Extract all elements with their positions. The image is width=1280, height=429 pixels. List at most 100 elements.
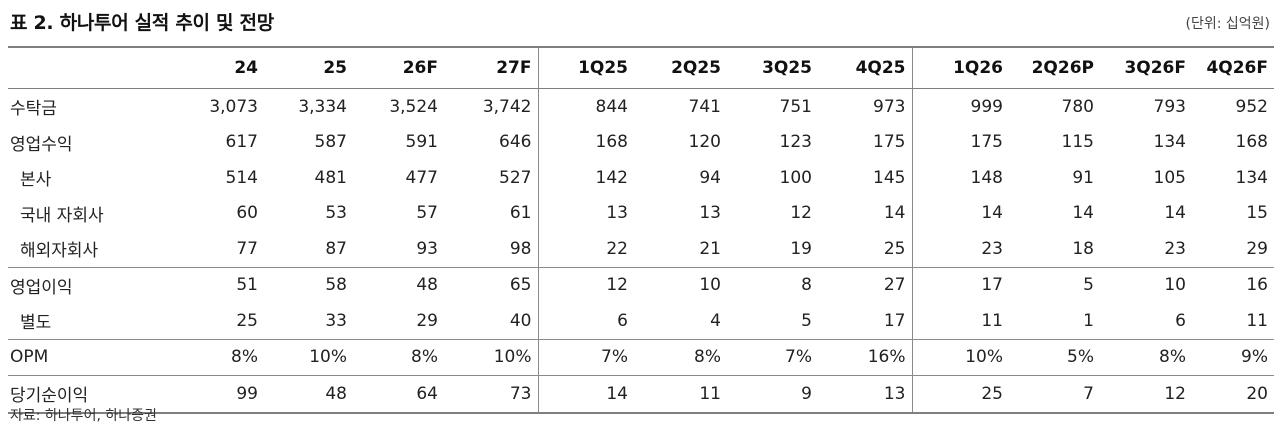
table-cell: 134 (1235, 167, 1268, 188)
table-cell: 11 (1246, 310, 1268, 331)
column-header: 26F (353, 46, 444, 89)
table-title: 표 2. 하나투어 실적 추이 및 전망 (10, 12, 274, 34)
table-cell: 3,073 (209, 96, 258, 117)
table-cell: 514 (225, 167, 258, 188)
table-cell: 10% (444, 338, 539, 376)
column-header: 1Q26 (912, 46, 1009, 89)
header-row: 24 25 26F 27F 1Q25 2Q25 3Q25 4Q25 1Q26 2… (8, 46, 1274, 89)
table-cell: 11 (634, 375, 727, 414)
table-cell: 73 (444, 375, 539, 414)
row-label: OPM (8, 338, 168, 376)
table-cell: 91 (1072, 167, 1094, 188)
table-cell: 175 (818, 124, 913, 160)
table-cell: 21 (699, 238, 721, 259)
table-cell: 100 (779, 167, 812, 188)
table-cell: 14 (818, 195, 913, 231)
table-cell: 77 (236, 238, 258, 259)
table-cell: 3,742 (444, 88, 539, 125)
table-cell: 11 (981, 310, 1003, 331)
table-row: 별도 25 33 29 40 6 4 5 17 11 1 6 11 (8, 303, 1274, 339)
table-row: OPM 8% 10% 8% 10% 7% 8% 7% 16% 10% 5% 8%… (8, 338, 1274, 376)
table-cell: 844 (595, 96, 628, 117)
table-cell: 23 (1164, 238, 1186, 259)
table-cell: 780 (1061, 96, 1094, 117)
table-cell: 148 (970, 167, 1003, 188)
table-cell: 10% (264, 338, 353, 376)
table-cell: 793 (1153, 96, 1186, 117)
table-cell: 29 (1246, 238, 1268, 259)
table-cell: 115 (1061, 132, 1094, 153)
table-cell: 99 (168, 375, 264, 414)
financial-table: 24 25 26F 27F 1Q25 2Q25 3Q25 4Q25 1Q26 2… (8, 46, 1274, 414)
table-cell: 48 (353, 266, 444, 303)
row-label: 영업이익 (8, 266, 168, 303)
table-cell: 617 (225, 132, 258, 153)
table-cell: 145 (818, 160, 913, 196)
table-cell: 12 (538, 266, 634, 303)
row-label: 해외자회사 (20, 241, 99, 262)
table-cell: 14 (538, 375, 634, 414)
table-cell: 646 (444, 124, 539, 160)
table-cell: 3,524 (389, 96, 438, 117)
table-cell: 25 (236, 310, 258, 331)
table-cell: 7% (727, 338, 818, 376)
table-cell: 175 (970, 132, 1003, 153)
table-cell: 7% (538, 338, 634, 376)
unit-note: (단위: 십억원) (1185, 16, 1271, 32)
row-label: 본사 (20, 170, 52, 191)
table-cell: 20 (1192, 375, 1274, 414)
table-cell: 58 (264, 266, 353, 303)
table-cell: 13 (699, 203, 721, 224)
source-note: 자료: 하나투어, 하나증권 (10, 408, 157, 424)
table-cell: 5 (1009, 266, 1100, 303)
table-cell: 8% (634, 338, 727, 376)
table-cell: 481 (314, 167, 347, 188)
table-cell: 64 (353, 375, 444, 414)
table-cell: 5 (801, 310, 812, 331)
table-cell: 8% (353, 338, 444, 376)
table-cell: 134 (1153, 132, 1186, 153)
table-cell: 10% (912, 338, 1009, 376)
table-cell: 6 (1175, 310, 1186, 331)
table-cell: 29 (416, 310, 438, 331)
row-label: 별도 (20, 313, 52, 334)
table-cell: 12 (1100, 375, 1192, 414)
table-cell: 10 (1100, 266, 1192, 303)
table-cell: 12 (790, 203, 812, 224)
table-cell: 477 (405, 167, 438, 188)
table-row: 영업수익 617 587 591 646 168 120 123 175 175… (8, 124, 1274, 160)
table-cell: 142 (595, 167, 628, 188)
table-cell: 23 (981, 238, 1003, 259)
table-cell: 15 (1246, 203, 1268, 224)
table-cell: 87 (325, 238, 347, 259)
table-cell: 51 (168, 266, 264, 303)
table-cell: 8% (1100, 338, 1192, 376)
table-cell: 5% (1009, 338, 1100, 376)
table-cell: 168 (595, 132, 628, 153)
table-cell: 98 (444, 231, 539, 267)
table-row: 당기순이익 99 48 64 73 14 11 9 13 25 7 12 20 (8, 375, 1274, 414)
table-cell: 9% (1192, 338, 1274, 376)
table-cell: 60 (236, 203, 258, 224)
table-cell: 18 (1072, 238, 1094, 259)
column-header: 27F (444, 46, 539, 89)
table-cell: 19 (790, 238, 812, 259)
table-cell: 17 (818, 303, 913, 339)
column-header: 2Q25 (634, 46, 727, 89)
table-cell: 168 (1235, 132, 1268, 153)
table-cell: 3,334 (298, 96, 347, 117)
table-cell: 10 (634, 266, 727, 303)
table-cell: 1 (1083, 310, 1094, 331)
table-cell: 25 (912, 375, 1009, 414)
table-cell: 591 (405, 132, 438, 153)
table-cell: 13 (818, 375, 913, 414)
table-row: 본사 514 481 477 527 142 94 100 145 148 91… (8, 160, 1274, 196)
table-cell: 14 (1072, 203, 1094, 224)
table-cell: 587 (314, 132, 347, 153)
table-cell: 13 (606, 203, 628, 224)
table-cell: 4 (710, 310, 721, 331)
table-cell: 120 (688, 132, 721, 153)
table-cell: 53 (325, 203, 347, 224)
table-cell: 952 (1235, 96, 1268, 117)
row-label: 당기순이익 (8, 375, 168, 414)
